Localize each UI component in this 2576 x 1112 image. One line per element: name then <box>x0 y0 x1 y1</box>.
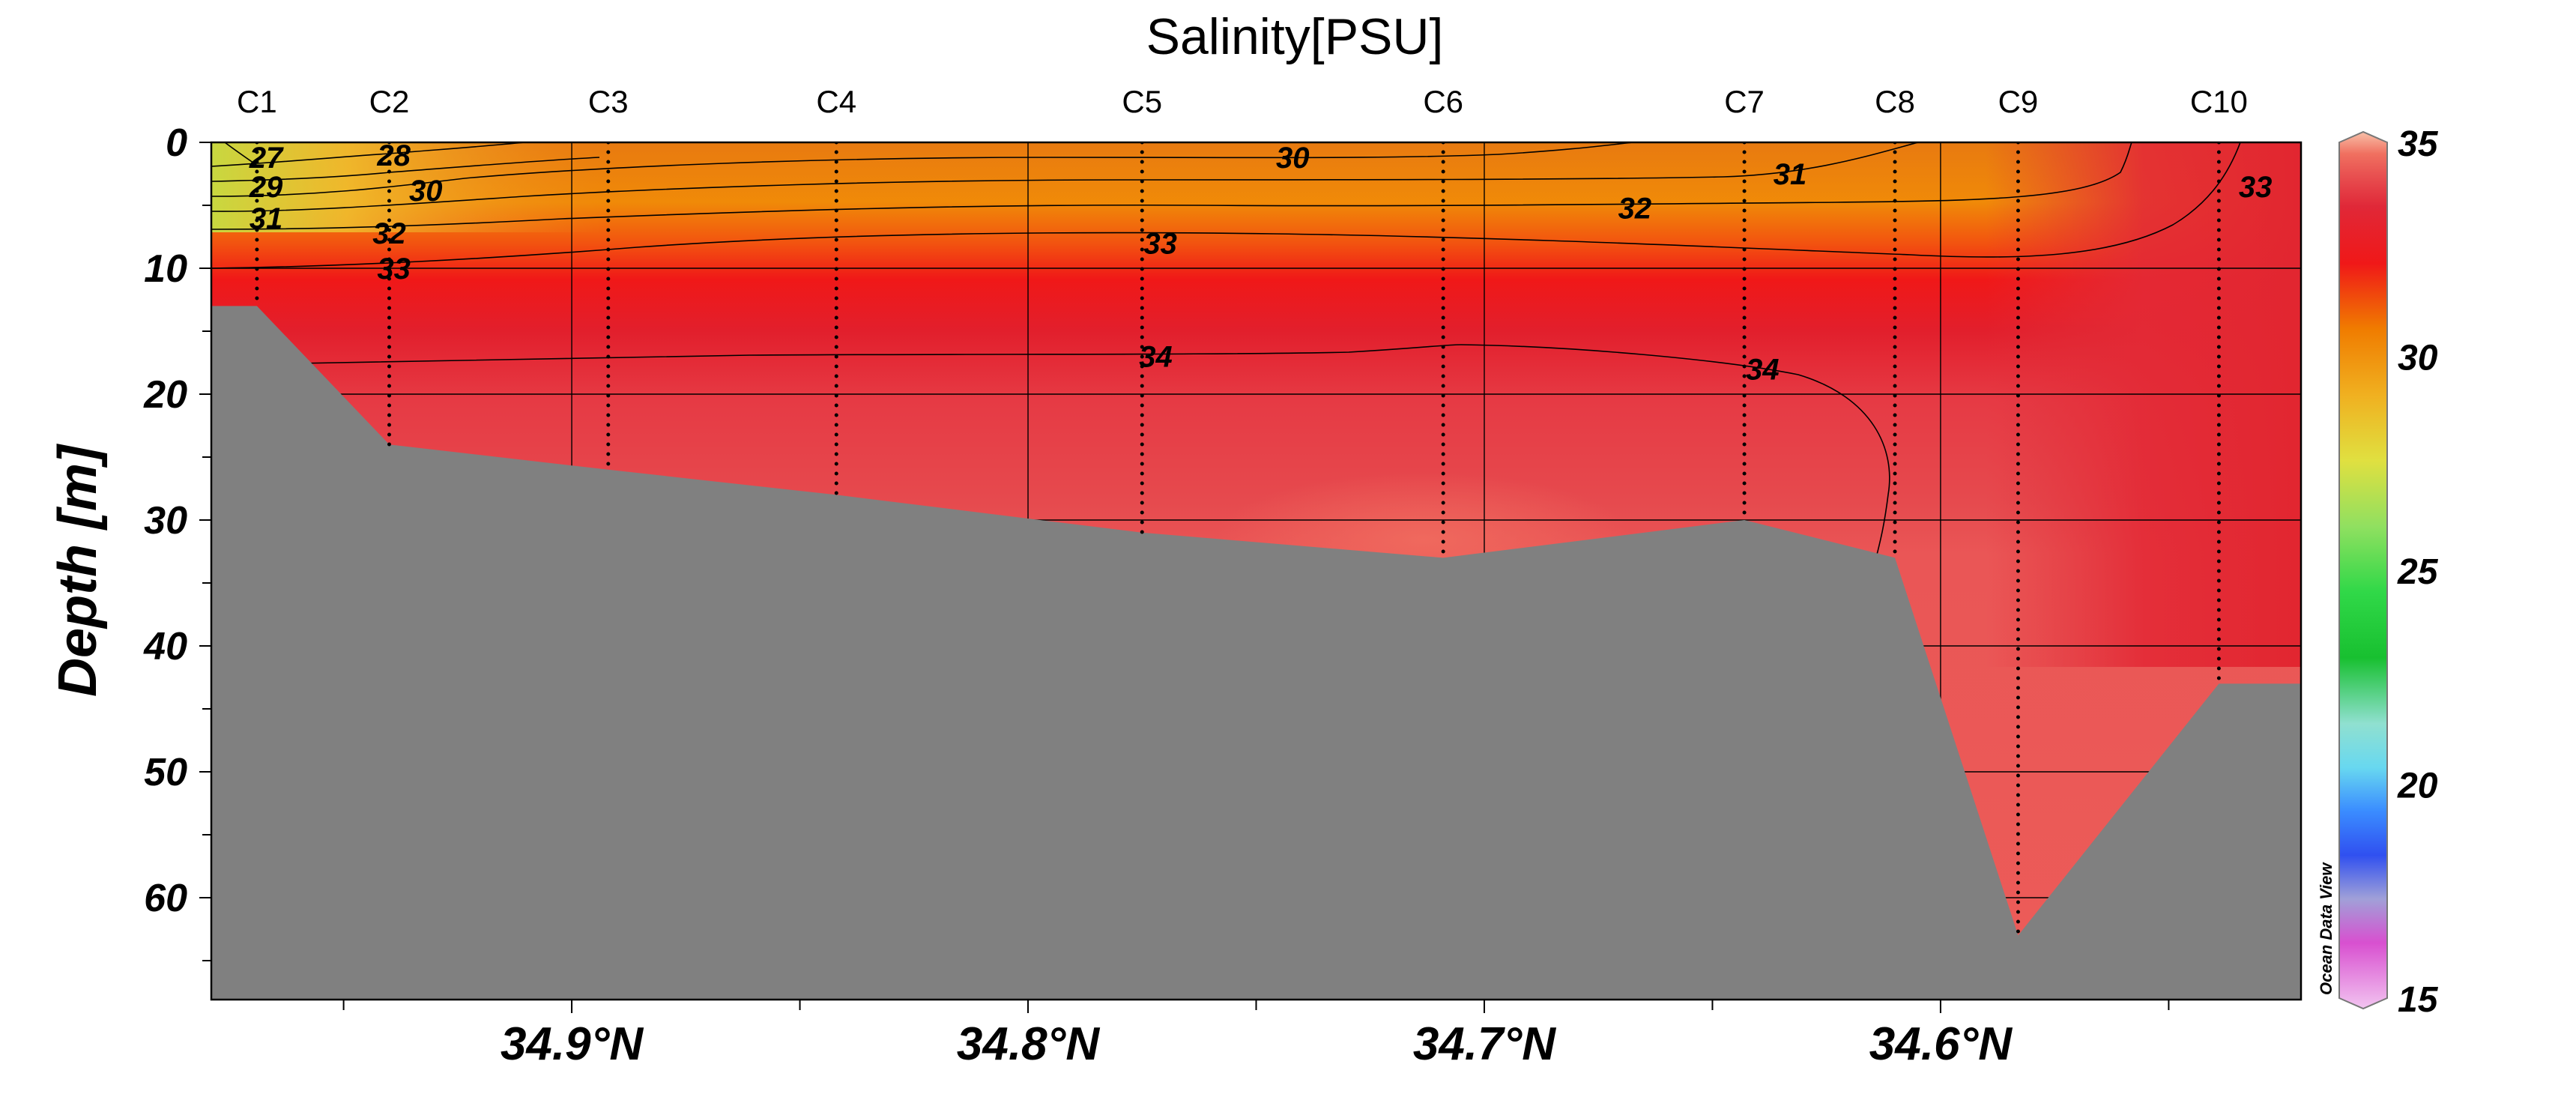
high-salinity-offshore <box>1986 142 2301 667</box>
x-tick-label-2: 34.7°N <box>1413 1018 1556 1070</box>
watermark: Ocean Data View <box>2317 862 2335 995</box>
y-tick-label-1: 10 <box>144 247 187 291</box>
y-tick-label-2: 20 <box>143 373 187 417</box>
station-label-c5: C5 <box>1122 84 1162 119</box>
station-label-c2: C2 <box>369 84 410 119</box>
station-label-c7: C7 <box>1724 84 1765 119</box>
low-salinity-nearshore <box>211 142 601 232</box>
isohaline-30 <box>211 142 1634 197</box>
station-labels: C1 C2 C3 C4 C5 C6 C7 C8 C9 C10 <box>237 84 2248 119</box>
isohaline-33 <box>211 142 2241 269</box>
contour-label-2: 29 <box>249 171 283 204</box>
colorbar-scale <box>2338 130 2388 1010</box>
station-label-c6: C6 <box>1423 84 1463 119</box>
y-tick-label-3: 30 <box>144 499 187 543</box>
isohaline-32 <box>211 142 2132 230</box>
seafloor-topography <box>211 306 2301 1000</box>
y-tick-label-6: 60 <box>144 877 187 920</box>
chart-title: Salinity[PSU] <box>1146 8 1444 65</box>
isohaline-31 <box>211 142 1919 212</box>
station-label-c1: C1 <box>237 84 277 119</box>
y-axis-title: Depth [m] <box>48 444 108 697</box>
colorbar-tick-label-4: 15 <box>2398 980 2439 1020</box>
x-tick-label-3: 34.6°N <box>1869 1018 2013 1070</box>
contour-label-6: 31 <box>1774 158 1807 191</box>
contour-label-5: 31 <box>250 202 283 235</box>
contour-label-1: 28 <box>376 139 411 172</box>
colorbar-tick-label-2: 25 <box>2397 552 2439 592</box>
station-casts <box>255 142 2221 937</box>
isohalines <box>211 142 2241 555</box>
contour-label-0: 27 <box>249 142 284 175</box>
colorbar-ticks: 35 30 25 20 15 <box>2397 124 2439 1020</box>
contour-label-7: 32 <box>372 217 406 250</box>
contour-label-10: 33 <box>1143 227 1177 260</box>
x-tick-label-1: 34.8°N <box>957 1018 1100 1070</box>
station-label-c4: C4 <box>816 84 856 119</box>
station-label-c8: C8 <box>1875 84 1915 119</box>
colorbar-tick-label-0: 35 <box>2398 124 2439 164</box>
station-label-c3: C3 <box>588 84 629 119</box>
contour-label-11: 33 <box>2239 171 2273 204</box>
y-tick-label-4: 40 <box>143 625 187 668</box>
contour-label-8: 32 <box>1618 192 1652 225</box>
station-label-c10: C10 <box>2190 84 2248 119</box>
y-tick-label-0: 0 <box>166 121 187 165</box>
isohaline-27 <box>224 142 259 167</box>
x-axis: 34.9°N 34.8°N 34.7°N 34.6°N <box>342 1000 2170 1070</box>
x-tick-label-0: 34.9°N <box>501 1018 644 1070</box>
contour-label-13: 34 <box>1746 353 1780 386</box>
colorbar: 35 30 25 20 15 <box>2338 124 2439 1020</box>
colorbar-tick-label-3: 20 <box>2397 767 2438 806</box>
isohaline-34 <box>295 344 1890 555</box>
contour-label-9: 33 <box>377 253 411 285</box>
y-tick-label-5: 50 <box>144 751 187 794</box>
colorbar-tick-label-1: 30 <box>2398 339 2438 378</box>
y-axis: 0 10 20 30 40 50 60 <box>143 121 211 961</box>
contour-label-4: 30 <box>1276 142 1310 175</box>
contour-label-12: 34 <box>1139 341 1173 374</box>
station-label-c9: C9 <box>1998 84 2039 119</box>
contour-label-3: 30 <box>409 175 443 208</box>
